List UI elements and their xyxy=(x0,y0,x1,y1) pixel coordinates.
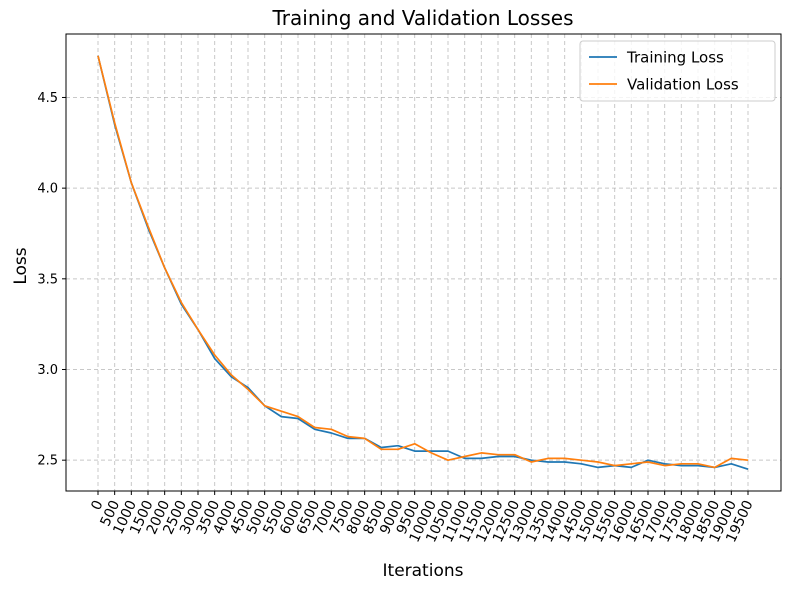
plot-frame xyxy=(65,33,782,492)
x-axis-ticks: 0500100015002000250030003500400045005000… xyxy=(88,491,757,545)
chart-title: Training and Validation Losses xyxy=(272,6,574,30)
series-line xyxy=(97,55,749,469)
grid xyxy=(66,34,781,491)
x-axis-label: Iterations xyxy=(383,561,464,581)
series-line xyxy=(97,55,749,471)
y-tick-label: 4.5 xyxy=(37,91,58,106)
y-tick-label: 3.0 xyxy=(37,363,58,378)
y-axis-ticks: 2.5 3.0 3.5 4.0 4.5 xyxy=(37,91,66,469)
y-axis-label: Loss xyxy=(11,247,31,284)
legend-box xyxy=(579,40,776,102)
legend-label: Training Loss xyxy=(626,49,724,67)
y-tick-label: 2.5 xyxy=(37,454,58,469)
series-lines xyxy=(97,55,749,471)
legend-label: Validation Loss xyxy=(627,76,739,94)
y-tick-label: 4.0 xyxy=(37,182,58,197)
y-tick-label: 3.5 xyxy=(37,272,58,287)
legend: Training Loss Validation Loss xyxy=(579,40,776,102)
